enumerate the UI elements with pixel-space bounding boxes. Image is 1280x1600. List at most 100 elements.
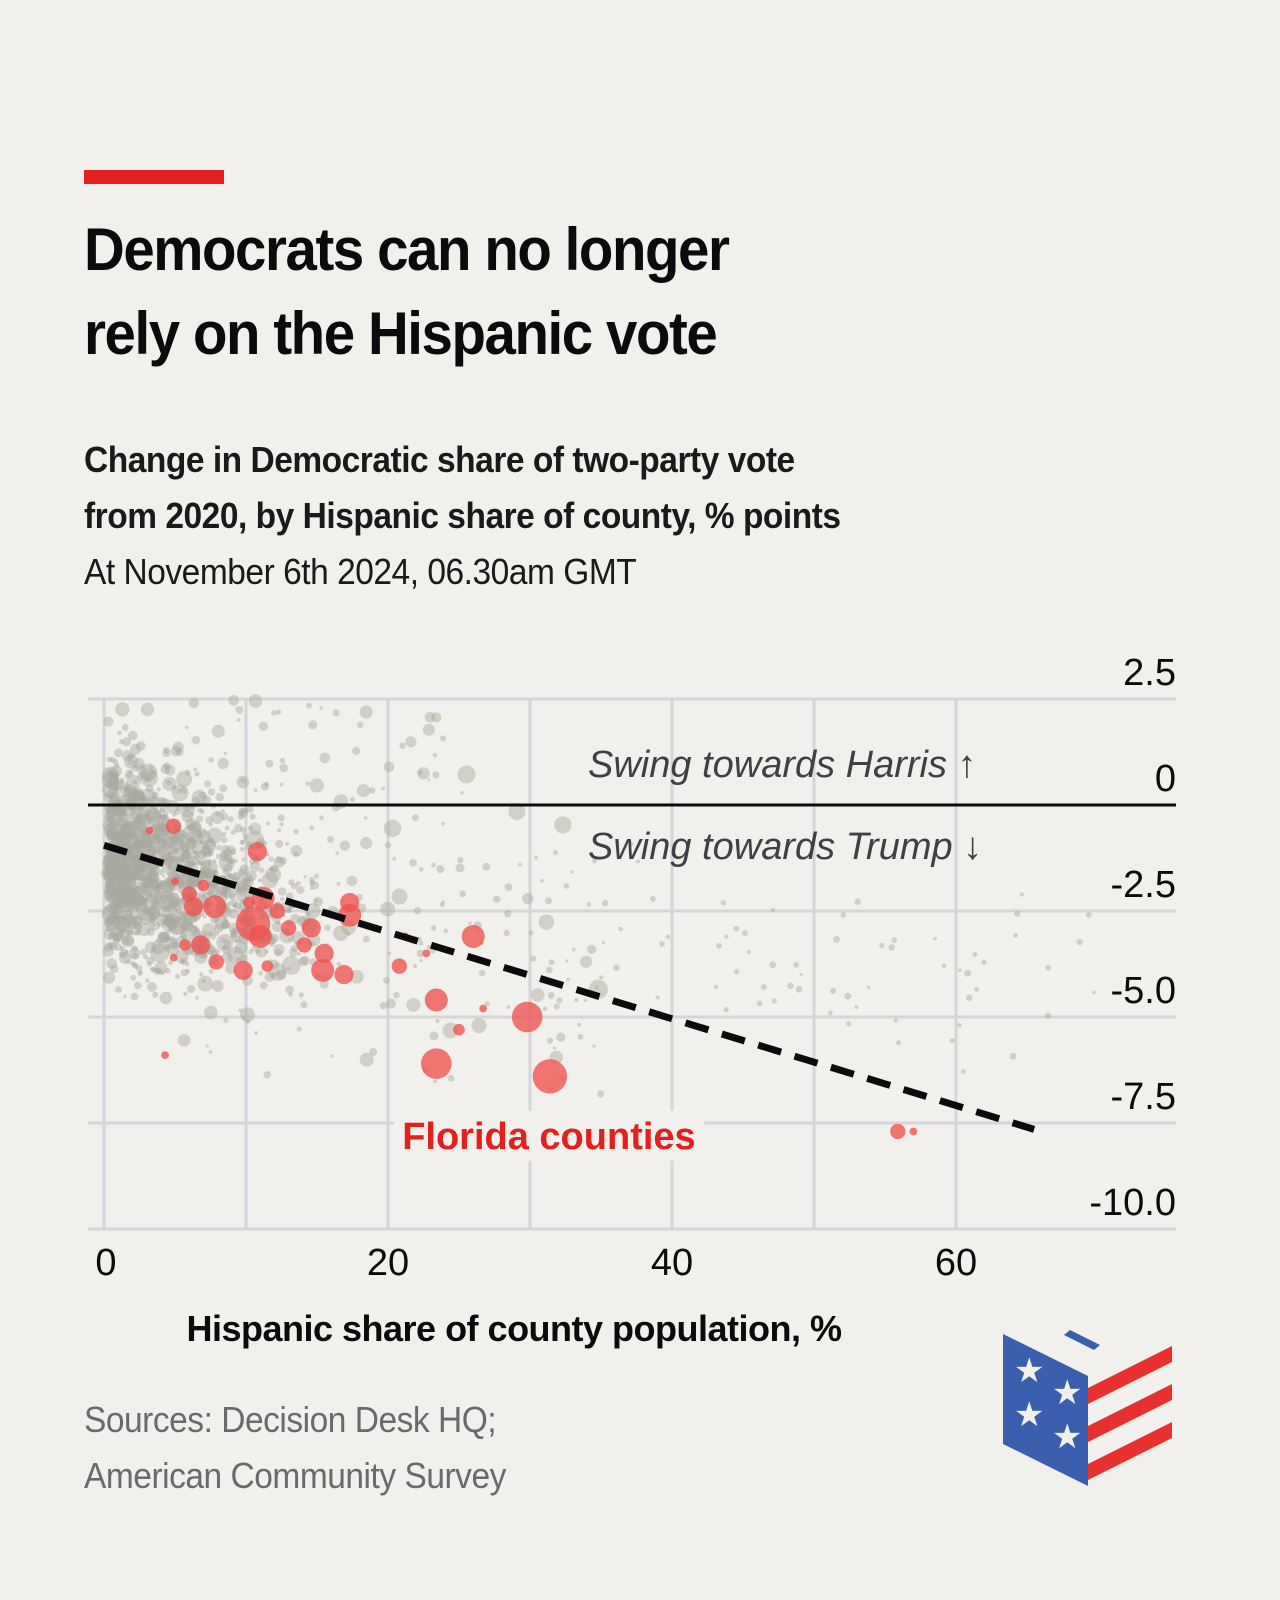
county-point <box>618 926 624 932</box>
county-point <box>131 878 136 883</box>
county-point <box>112 887 118 893</box>
county-point <box>270 710 277 716</box>
county-point <box>756 1000 763 1007</box>
y-tick-label: 2.5 <box>1123 652 1176 694</box>
county-point <box>105 857 113 865</box>
county-point <box>383 761 395 773</box>
county-point <box>152 871 159 878</box>
county-point <box>113 805 126 817</box>
county-point <box>261 872 279 889</box>
county-point <box>574 997 579 1003</box>
county-point <box>119 889 132 902</box>
county-point <box>258 970 263 976</box>
county-point <box>447 1074 455 1082</box>
county-point <box>114 884 129 899</box>
county-point <box>112 886 120 894</box>
county-point <box>290 945 298 953</box>
county-point <box>419 867 424 872</box>
county-point <box>123 888 130 895</box>
county-point <box>115 904 121 910</box>
county-point <box>124 949 129 954</box>
county-point <box>188 921 194 928</box>
county-point <box>123 838 130 845</box>
county-point <box>123 816 129 822</box>
county-point <box>144 847 151 853</box>
county-point <box>103 942 113 952</box>
county-point <box>191 789 207 805</box>
county-point <box>124 888 134 898</box>
county-point <box>106 858 111 863</box>
county-point <box>435 1018 440 1023</box>
county-point <box>140 843 145 848</box>
county-point <box>169 836 176 843</box>
county-point <box>518 862 522 867</box>
county-point <box>163 837 175 849</box>
county-point <box>116 877 120 881</box>
county-point <box>130 870 135 875</box>
county-point <box>310 887 314 891</box>
county-point <box>227 816 234 823</box>
county-point <box>106 832 112 838</box>
county-point <box>171 836 175 841</box>
county-point <box>140 768 158 787</box>
county-point <box>175 909 181 915</box>
county-point <box>141 833 151 843</box>
county-point <box>179 850 192 863</box>
county-point <box>114 812 125 823</box>
county-point <box>471 1018 487 1034</box>
county-point <box>143 839 153 850</box>
county-point <box>191 878 197 884</box>
county-point <box>236 887 242 893</box>
county-point <box>192 926 197 931</box>
county-point <box>242 1015 247 1020</box>
county-point <box>162 811 169 817</box>
county-point <box>161 916 178 933</box>
county-point <box>127 893 138 904</box>
county-point <box>233 938 239 944</box>
y-tick-label: -5.0 <box>1111 970 1176 1012</box>
county-point <box>180 911 187 917</box>
county-point <box>110 927 115 932</box>
county-point <box>105 807 113 815</box>
county-point <box>124 773 130 779</box>
county-point <box>127 916 136 925</box>
county-point <box>124 898 134 907</box>
county-point <box>114 875 122 882</box>
county-point <box>109 863 114 869</box>
county-point <box>178 855 184 861</box>
county-point <box>171 856 176 861</box>
county-point <box>105 887 118 899</box>
county-point <box>129 809 136 816</box>
county-point <box>151 791 159 800</box>
county-point <box>141 901 146 907</box>
county-point <box>108 776 119 788</box>
county-point <box>108 851 115 858</box>
county-point <box>104 872 113 881</box>
county-point <box>333 925 349 942</box>
county-point <box>330 1054 335 1058</box>
county-point <box>115 904 120 909</box>
county-point <box>103 812 115 823</box>
county-point <box>115 901 122 908</box>
county-point <box>113 820 121 828</box>
county-point <box>154 885 160 891</box>
county-point <box>650 896 656 902</box>
county-point <box>135 873 144 881</box>
county-point <box>508 802 526 820</box>
county-point <box>139 763 158 782</box>
florida-county-point <box>190 935 211 955</box>
county-point <box>290 845 303 857</box>
county-point <box>119 777 125 783</box>
county-point <box>111 878 128 895</box>
county-point <box>153 835 166 849</box>
county-point <box>1092 990 1096 995</box>
county-point <box>149 904 157 912</box>
county-point <box>134 898 149 912</box>
county-point <box>176 770 193 788</box>
county-point <box>115 930 124 938</box>
county-point <box>104 889 114 899</box>
county-point <box>129 854 134 859</box>
county-point <box>129 853 141 864</box>
county-point <box>503 909 512 918</box>
county-point <box>150 832 163 846</box>
